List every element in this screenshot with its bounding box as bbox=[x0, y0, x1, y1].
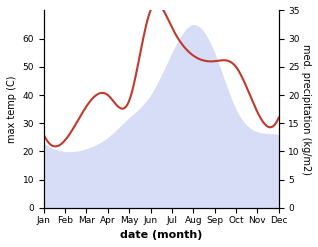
Y-axis label: max temp (C): max temp (C) bbox=[7, 75, 17, 143]
Y-axis label: med. precipitation (kg/m2): med. precipitation (kg/m2) bbox=[301, 44, 311, 175]
X-axis label: date (month): date (month) bbox=[120, 230, 203, 240]
